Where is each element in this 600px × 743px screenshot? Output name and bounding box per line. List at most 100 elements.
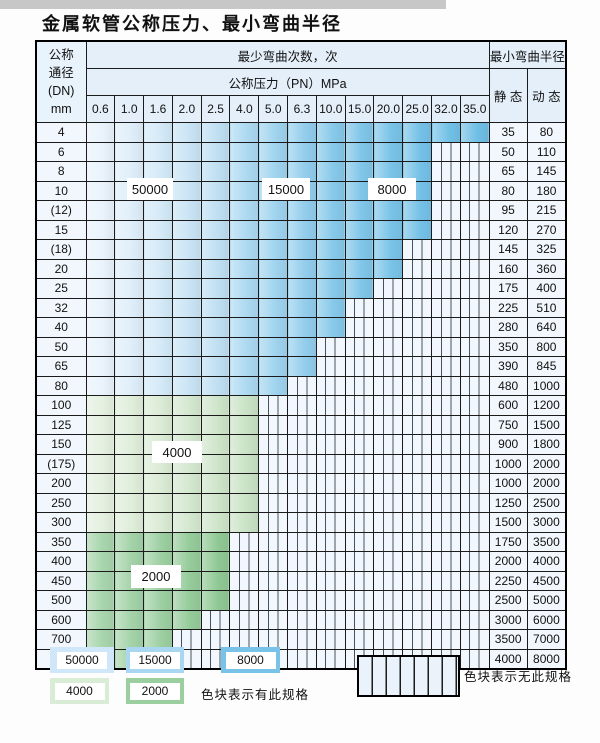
table-row-dn-20: 20 160 360 (35, 258, 567, 279)
spec-cell (171, 278, 202, 299)
no-spec-cell (258, 414, 289, 435)
static-cell: 145 (488, 239, 528, 260)
spec-cell (287, 161, 317, 182)
spec-cell (143, 473, 173, 494)
spec-cell (258, 141, 289, 162)
spec-cell (143, 297, 173, 318)
table-row-dn-125: 125 750 1500 (35, 414, 567, 435)
spec-cell (344, 141, 375, 162)
no-spec-cell (373, 297, 404, 318)
spec-cell (200, 492, 231, 513)
no-spec-cell (344, 512, 375, 533)
no-spec-cell (373, 453, 404, 474)
spec-cell (85, 434, 116, 455)
no-spec-cell (258, 531, 289, 552)
static-cell: 480 (488, 375, 528, 396)
spec-table: 公称 通径 (DN) mm 最少弯曲次数，次 最小弯曲半径 公称压力（PN）MPa 静… (35, 40, 568, 670)
spec-cell (287, 200, 317, 221)
pressure-col-header: 6.3 (287, 95, 317, 123)
spec-cell (287, 278, 317, 299)
no-spec-cell (431, 414, 461, 435)
pressure-values-row: 0.6 1.0 1.6 2.0 2.5 4.0 5.0 6.3 10.0 15.0 20.0 25.0… (36, 95, 566, 123)
no-spec-cell (459, 180, 490, 201)
no-spec-cell (459, 200, 490, 221)
spec-cell (287, 317, 317, 338)
spec-cell (229, 414, 260, 435)
no-spec-cell (373, 336, 404, 357)
no-spec-cell (431, 453, 461, 474)
no-spec-cell (315, 531, 346, 552)
dynamic-cell: 2500 (526, 492, 567, 513)
spec-cell (85, 395, 116, 416)
spec-cell (200, 512, 231, 533)
no-spec-cell (315, 375, 346, 396)
spec-cell (171, 414, 202, 435)
spec-cell (229, 219, 260, 240)
static-cell: 3000 (488, 609, 528, 630)
static-cell: 390 (488, 356, 528, 377)
legend-chip-2000: 2000 (126, 678, 184, 704)
dynamic-cell: 7000 (526, 629, 567, 650)
static-cell: 1500 (488, 512, 528, 533)
spec-cell (200, 531, 231, 552)
spec-cell (171, 512, 202, 533)
pressure-col-header: 35.0 (459, 95, 490, 123)
no-spec-cell (459, 278, 490, 299)
static-cell: 65 (488, 161, 528, 182)
spec-cell (229, 453, 260, 474)
dn-cell: 200 (35, 473, 87, 494)
dn-cell: 8 (35, 161, 87, 182)
no-spec-cell (402, 609, 433, 630)
no-spec-cell (402, 356, 433, 377)
no-spec-cell (459, 297, 490, 318)
no-spec-cell (287, 648, 317, 670)
cycles-label-4000: 4000 (152, 441, 202, 463)
no-spec-cell (402, 414, 433, 435)
spec-cell (344, 258, 375, 279)
no-spec-cell (344, 551, 375, 572)
spec-cell (258, 258, 289, 279)
static-cell: 280 (488, 317, 528, 338)
no-spec-cell (229, 551, 260, 572)
dynamic-cell: 5000 (526, 590, 567, 611)
no-spec-cell (459, 492, 490, 513)
no-spec-cell (287, 414, 317, 435)
no-spec-cell (459, 414, 490, 435)
legend-chip-label: 8000 (225, 651, 276, 669)
spec-cell (315, 219, 346, 240)
spec-cell (143, 375, 173, 396)
spec-cell (85, 492, 116, 513)
dynamic-cell: 3000 (526, 512, 567, 533)
no-spec-cell (431, 629, 461, 650)
legend-chip-label: 50000 (57, 651, 107, 669)
spec-cell (344, 180, 375, 201)
dynamic-header: 动 态 (526, 68, 567, 123)
no-spec-cell (402, 336, 433, 357)
pressure-header: 公称压力（PN）MPa (85, 68, 490, 96)
spec-cell (143, 356, 173, 377)
dn-cell: 150 (35, 434, 87, 455)
spec-cell (373, 200, 404, 221)
spec-cell (85, 551, 116, 572)
no-spec-cell (402, 278, 433, 299)
spec-cell (114, 161, 145, 182)
table-row-dn-6: 6 50 110 (35, 141, 567, 162)
spec-cell (85, 180, 116, 201)
no-spec-cell (373, 434, 404, 455)
dynamic-cell: 510 (526, 297, 567, 318)
no-spec-cell (459, 239, 490, 260)
spec-cell (114, 200, 145, 221)
spec-cell (171, 336, 202, 357)
cycles-label-2000: 2000 (131, 565, 181, 588)
spec-cell (344, 278, 375, 299)
no-spec-cell (373, 629, 404, 650)
no-spec-cell (258, 395, 289, 416)
no-spec-cell (287, 375, 317, 396)
spec-cell (143, 258, 173, 279)
spec-cell (143, 609, 173, 630)
dn-cell: 32 (35, 297, 87, 318)
spec-cell (143, 512, 173, 533)
spec-cell (114, 278, 145, 299)
no-spec-cell (315, 453, 346, 474)
